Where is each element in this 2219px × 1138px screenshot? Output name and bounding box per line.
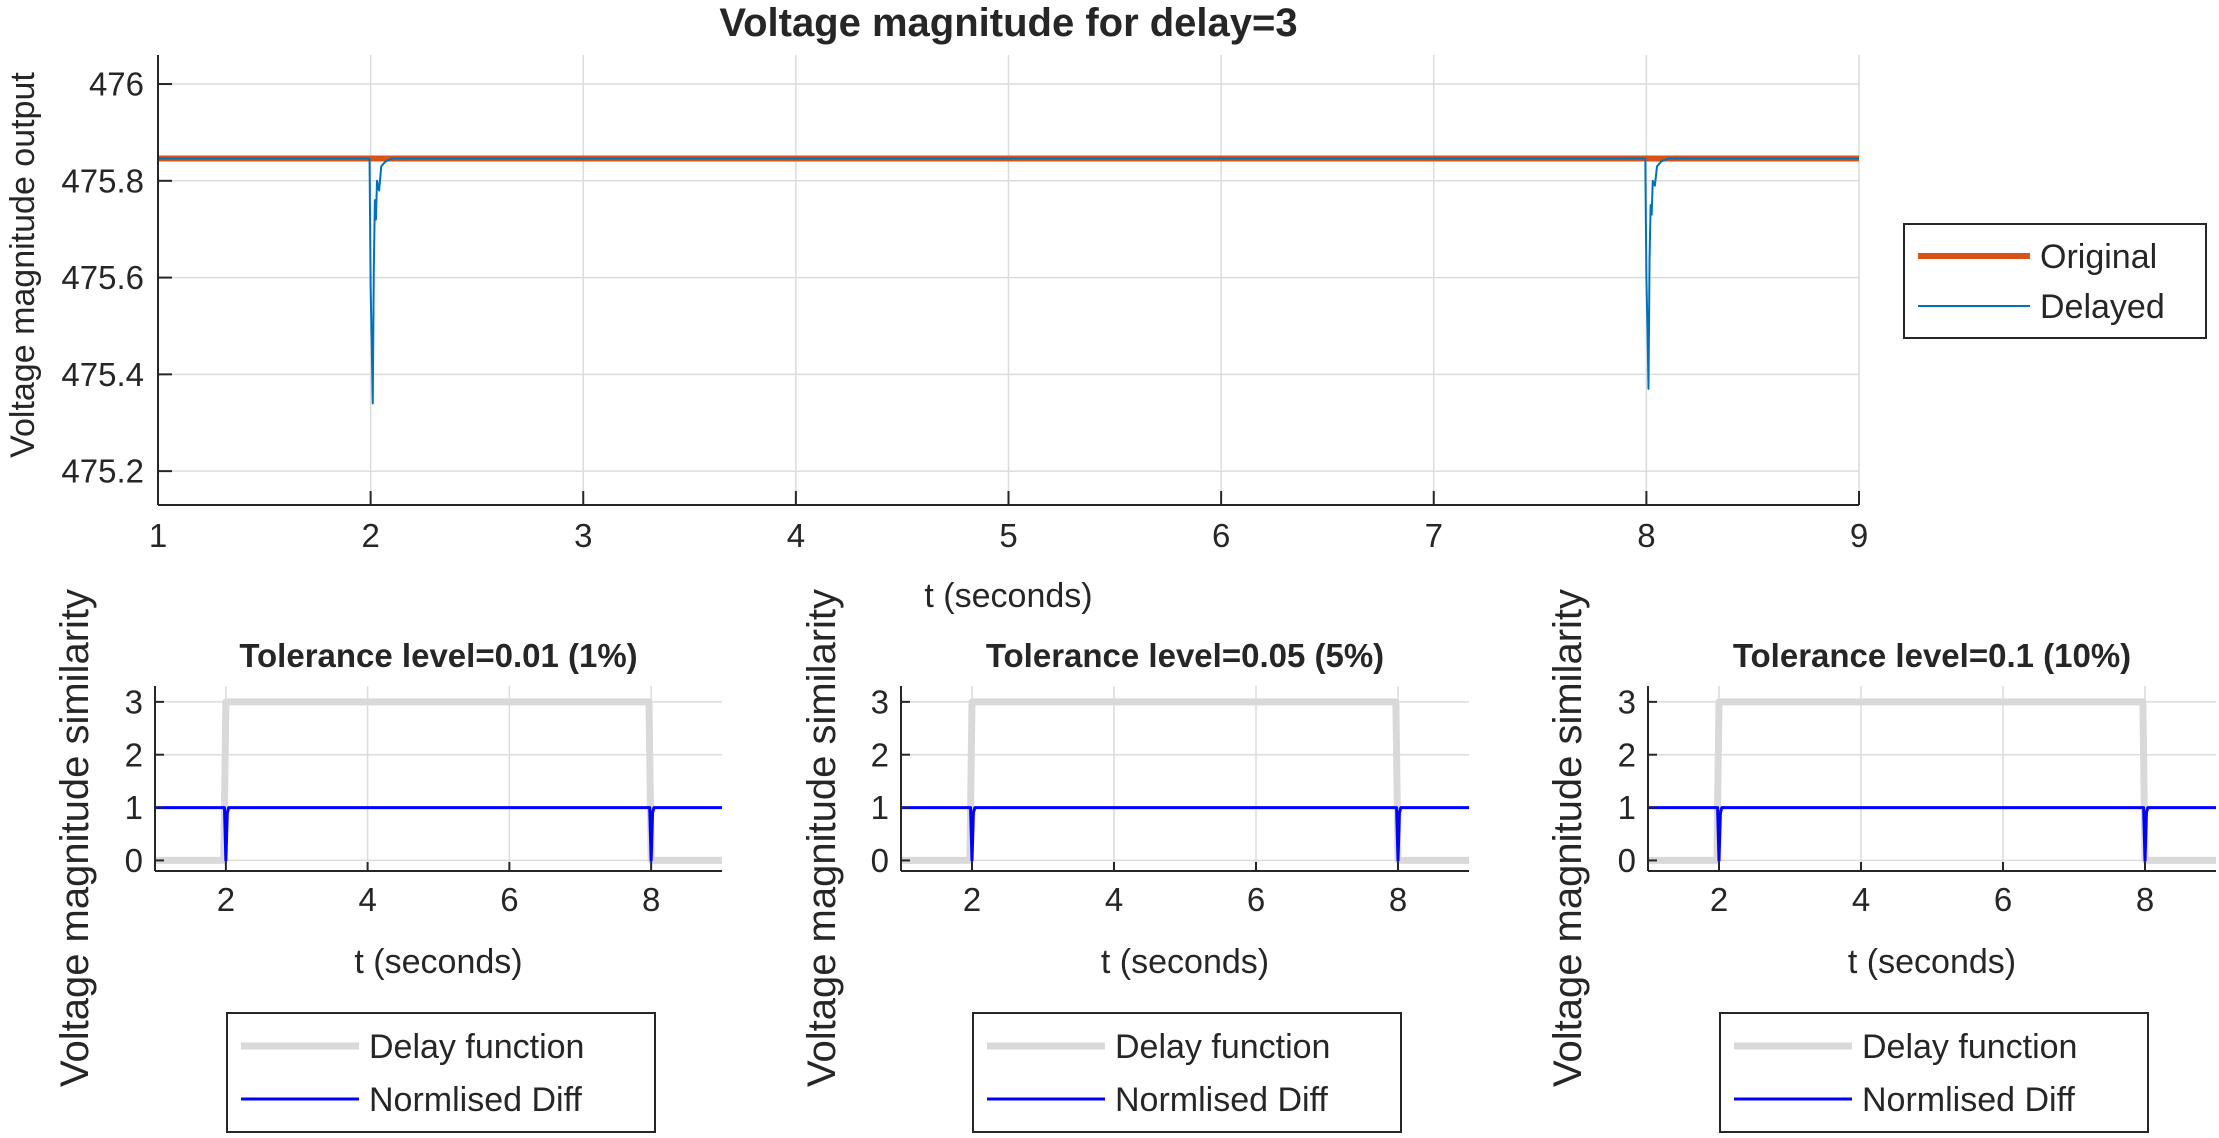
y-tick-label: 475.8 — [61, 162, 144, 199]
x-tick-label: 1 — [149, 517, 167, 554]
chart-title: Voltage magnitude for delay=3 — [719, 1, 1297, 45]
x-tick-label: 6 — [1247, 881, 1265, 918]
x-tick-label: 9 — [1850, 517, 1868, 554]
x-axis-label: t (seconds) — [1848, 943, 2016, 981]
grid — [901, 686, 1469, 871]
y-tick-label: 475.2 — [61, 453, 144, 490]
grid — [1648, 686, 2216, 871]
legend-box — [972, 1012, 1402, 1133]
series-delay-function — [1648, 698, 2216, 864]
y-tick-label: 476 — [89, 66, 144, 103]
y-tick-label: 2 — [125, 736, 143, 773]
chart-title: Tolerance level=0.05 (5%) — [986, 637, 1384, 674]
y-tick-label: 0 — [871, 842, 889, 879]
y-tick-label: 1 — [871, 789, 889, 826]
x-tick-label: 6 — [1994, 881, 2012, 918]
legend: Delay function Normlised Diff — [972, 1012, 1402, 1133]
x-tick-label: 7 — [1425, 517, 1443, 554]
y-tick-label: 3 — [1618, 683, 1636, 720]
x-tick-label: 6 — [1212, 517, 1230, 554]
legend-label: Delay function — [369, 1028, 584, 1066]
x-tick-label: 2 — [963, 881, 981, 918]
y-tick-label: 0 — [1618, 842, 1636, 879]
series-normlised-diff — [155, 806, 722, 862]
y-axis-label: Voltage magnitude similarity — [53, 589, 97, 1087]
x-tick-label: 4 — [787, 517, 805, 554]
legend-box — [1719, 1012, 2149, 1133]
series-normlised-diff — [901, 806, 1469, 862]
chart-title: Tolerance level=0.01 (1%) — [239, 637, 637, 674]
chart-tol10: 2 4 6 8 0 1 2 3 Tolerance level=0.1 (10%) t (seco… — [1546, 589, 2216, 1133]
y-tick-label: 1 — [1618, 789, 1636, 826]
y-tick-label: 3 — [125, 683, 143, 720]
x-axis-label: t (seconds) — [924, 577, 1092, 615]
x-tick-label: 2 — [1710, 881, 1728, 918]
chart-title: Tolerance level=0.1 (10%) — [1733, 637, 2131, 674]
legend-box — [226, 1012, 656, 1133]
x-tick-label: 8 — [642, 881, 660, 918]
legend-label: Delayed — [2040, 288, 2165, 326]
legend: Delay function Normlised Diff — [226, 1012, 656, 1133]
series-group — [158, 155, 1859, 405]
chart-tol1: 2 4 6 8 0 1 2 3 Tolerance level=0.01 (1%) t (seco… — [53, 589, 722, 1133]
legend: Original Delayed — [1903, 223, 2207, 339]
legend-box — [1903, 223, 2207, 339]
x-tick-label: 6 — [500, 881, 518, 918]
y-tick-label: 2 — [871, 736, 889, 773]
legend-label: Delay function — [1862, 1028, 2077, 1066]
x-tick-label: 4 — [1852, 881, 1870, 918]
y-tick-label: 2 — [1618, 736, 1636, 773]
legend-label: Normlised Diff — [1115, 1081, 1328, 1119]
y-tick-label: 475.6 — [61, 259, 144, 296]
series-normlised-diff — [1648, 806, 2216, 862]
legend-label: Normlised Diff — [369, 1081, 582, 1119]
grid — [157, 55, 1860, 505]
y-tick-label: 475.4 — [61, 356, 144, 393]
y-tick-label: 0 — [125, 842, 143, 879]
series-group — [155, 698, 722, 864]
x-tick-label: 4 — [358, 881, 376, 918]
x-axis-label: t (seconds) — [1101, 943, 1269, 981]
y-axis-label: Voltage magnitude output — [4, 72, 42, 458]
legend-label: Delay function — [1115, 1028, 1330, 1066]
series-group — [1648, 698, 2216, 864]
x-tick-label: 2 — [217, 881, 235, 918]
chart-main: 1 2 3 4 5 6 7 8 9 475.2 475.4 475.6 475.8 476 Voltage … — [4, 1, 2207, 615]
x-tick-label: 5 — [999, 517, 1017, 554]
grid — [155, 686, 722, 871]
x-tick-label: 8 — [1389, 881, 1407, 918]
chart-tol5: 2 4 6 8 0 1 2 3 Tolerance level=0.05 (5%) t (seco… — [800, 589, 1469, 1133]
x-tick-label: 8 — [2136, 881, 2154, 918]
x-tick-label: 4 — [1105, 881, 1123, 918]
series-group — [901, 698, 1469, 864]
y-tick-label: 1 — [125, 789, 143, 826]
y-axis-label: Voltage magnitude similarity — [1546, 589, 1590, 1087]
x-tick-label: 2 — [361, 517, 379, 554]
legend: Delay function Normlised Diff — [1719, 1012, 2149, 1133]
legend-label: Normlised Diff — [1862, 1081, 2075, 1119]
y-tick-label: 3 — [871, 683, 889, 720]
series-delay-function — [155, 698, 722, 864]
x-tick-label: 3 — [574, 517, 592, 554]
series-delayed — [158, 157, 1859, 405]
series-delay-function — [901, 698, 1469, 864]
legend-label: Original — [2040, 238, 2157, 276]
x-tick-label: 8 — [1637, 517, 1655, 554]
y-axis-label: Voltage magnitude similarity — [800, 589, 844, 1087]
x-axis-label: t (seconds) — [354, 943, 522, 981]
